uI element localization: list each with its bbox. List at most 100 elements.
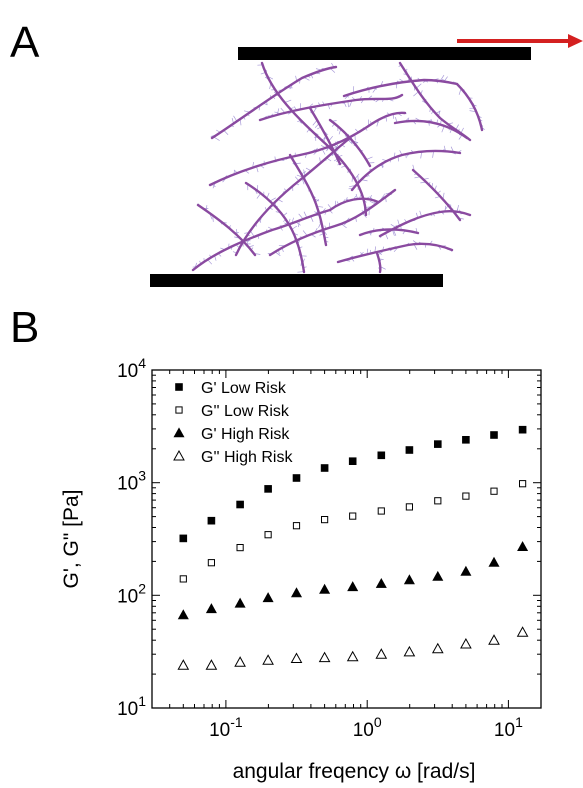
data-point (462, 435, 470, 444)
data-point (375, 577, 387, 588)
data-point (516, 626, 529, 637)
fiber (378, 210, 472, 238)
fiber (258, 93, 404, 122)
data-point (290, 652, 303, 663)
data-point (207, 559, 216, 567)
data-point (292, 522, 301, 530)
axis-tick-labels: 10-1 100 101 101 102 103 104 (117, 355, 523, 741)
axis-ticks (151, 369, 541, 709)
data-point (488, 556, 500, 567)
fiber-fuzz-strand (441, 125, 445, 133)
data-point (262, 592, 274, 603)
y-tick-label: 101 (117, 693, 146, 720)
y-axis-label: G', G" [Pa] (60, 490, 83, 589)
data-point (292, 474, 301, 482)
x-axis-label: angular freqency ω [rad/s] (233, 760, 476, 783)
fiber (208, 111, 407, 187)
fiber (411, 168, 462, 222)
fiber (398, 61, 472, 142)
data-point (177, 609, 189, 620)
fiber (268, 188, 397, 257)
data-point (264, 531, 272, 539)
data-point (433, 440, 442, 448)
fiber (196, 203, 257, 257)
x-tick-label: 10-1 (209, 714, 243, 741)
legend-entry-label: G' Low Risk (201, 380, 287, 397)
data-point (490, 431, 498, 439)
legend-entry-label: G'' High Risk (201, 449, 293, 466)
data-point (234, 597, 246, 608)
fiber-network-fibers (191, 61, 484, 274)
fiber (328, 118, 372, 168)
fiber (393, 119, 469, 140)
data-point (347, 581, 359, 592)
data-point (519, 480, 527, 488)
data-point (205, 603, 217, 614)
rheology-chart: 10-1 100 101 101 102 103 104 G' Low Risk G'' Lo… (60, 355, 542, 783)
fiber-fuzz-strand (432, 150, 434, 158)
fiber (336, 242, 454, 264)
fiber (210, 65, 338, 140)
data-point (207, 516, 216, 525)
data-point (349, 512, 357, 520)
data-point (377, 507, 385, 515)
fiber (375, 251, 382, 274)
data-point (375, 648, 388, 659)
data-point (262, 654, 274, 665)
fiber (350, 149, 462, 192)
shear-arrow (457, 34, 583, 48)
panel-b-label: B (10, 303, 39, 352)
data-point (403, 574, 415, 585)
y-tick-label: 102 (117, 580, 146, 607)
data-point (177, 659, 190, 670)
data-point (348, 457, 357, 466)
legend-entry-label: G' High Risk (201, 426, 290, 443)
y-tick-label: 104 (117, 355, 146, 382)
x-tick-label: 100 (353, 714, 382, 741)
plot-frame (151, 369, 542, 709)
data-point (320, 464, 329, 472)
legend-marker (173, 427, 185, 438)
top-plate (238, 47, 531, 60)
fiber (191, 208, 332, 272)
data-markers (177, 425, 529, 670)
bottom-plate (150, 274, 443, 287)
data-point (290, 587, 303, 598)
data-point (405, 446, 414, 454)
data-point (462, 492, 470, 500)
data-point (236, 500, 244, 509)
legend-marker (173, 449, 185, 461)
fiber (328, 197, 380, 212)
data-point (236, 544, 244, 552)
data-point (377, 451, 386, 460)
legend: G' Low Risk G'' Low Risk G' High Risk G'' H… (173, 380, 293, 466)
data-point (431, 642, 444, 654)
data-point (179, 534, 188, 543)
fiber (342, 78, 459, 98)
fiber-network-diagram (150, 34, 583, 287)
data-point (517, 541, 529, 552)
data-point (490, 487, 498, 495)
data-point (234, 656, 246, 667)
data-point (403, 645, 416, 657)
data-point (318, 651, 331, 663)
panel-a-label: A (10, 18, 40, 67)
data-point (405, 503, 413, 511)
fiber (455, 82, 484, 132)
fiber (288, 153, 328, 247)
data-point (321, 516, 329, 524)
fiber (308, 106, 342, 166)
data-point (319, 583, 331, 594)
data-point (434, 497, 442, 505)
fiber-network-fuzz (192, 62, 485, 273)
data-point (488, 634, 500, 645)
legend-entry-label: G'' Low Risk (201, 403, 290, 420)
data-point (346, 650, 359, 662)
y-tick-label: 103 (117, 468, 146, 495)
data-point (460, 565, 472, 576)
data-point (264, 485, 272, 493)
fiber (358, 228, 420, 237)
fiber (260, 61, 368, 217)
x-tick-label: 101 (494, 714, 523, 741)
